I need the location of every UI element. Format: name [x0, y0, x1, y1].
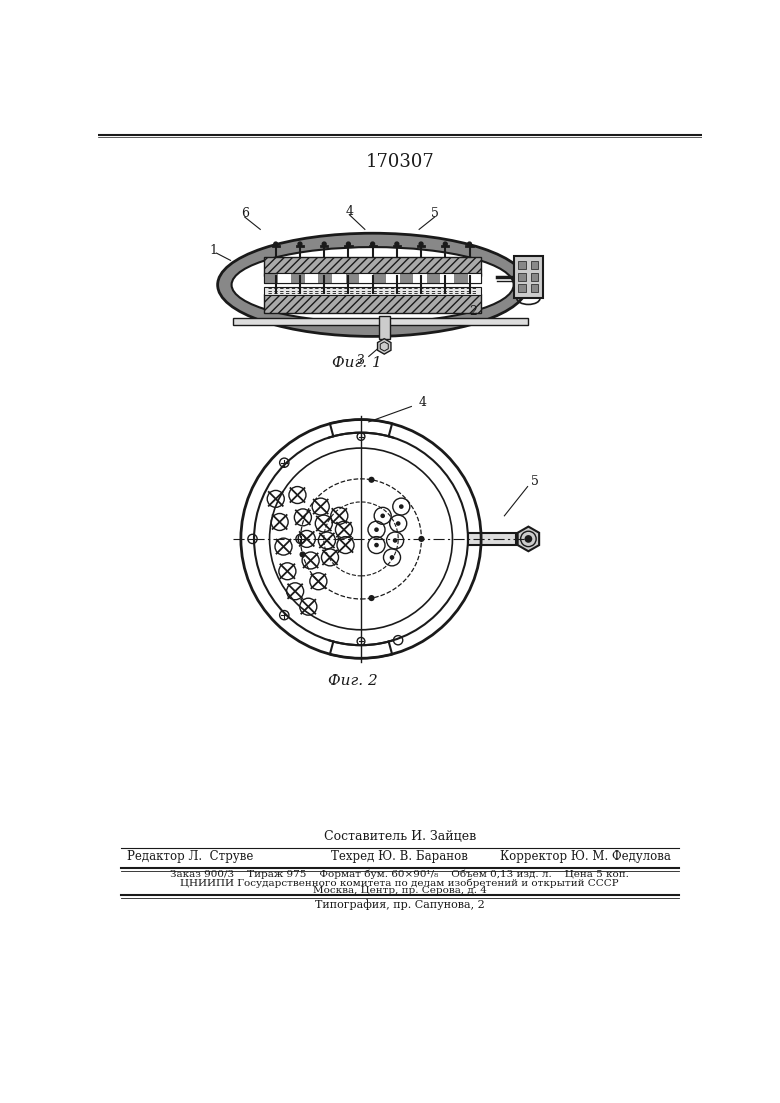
Ellipse shape — [218, 233, 527, 336]
Circle shape — [399, 504, 403, 508]
Circle shape — [368, 595, 374, 601]
Bar — [519, 261, 526, 269]
Circle shape — [374, 543, 379, 547]
Circle shape — [418, 536, 424, 542]
Bar — [373, 274, 386, 282]
Text: ЦНИИПИ Государственного комитета по делам изобретений и открытий СССР: ЦНИИПИ Государственного комитета по дела… — [180, 878, 619, 888]
Bar — [386, 274, 399, 282]
Bar — [413, 274, 427, 282]
Bar — [427, 274, 441, 282]
Text: 3: 3 — [357, 354, 365, 367]
Bar — [318, 274, 332, 282]
Circle shape — [298, 242, 302, 246]
Text: Фиг. 2: Фиг. 2 — [328, 674, 378, 688]
Text: Редактор Л.  Струве: Редактор Л. Струве — [127, 850, 254, 864]
Bar — [305, 274, 318, 282]
Bar — [346, 274, 359, 282]
Circle shape — [274, 242, 278, 246]
Bar — [291, 274, 305, 282]
Bar — [441, 274, 454, 282]
Bar — [454, 274, 467, 282]
Ellipse shape — [232, 247, 514, 322]
Text: 4: 4 — [346, 205, 353, 218]
Bar — [264, 287, 481, 295]
Bar — [264, 295, 481, 312]
Circle shape — [346, 242, 350, 246]
Bar — [359, 274, 373, 282]
Text: Типография, пр. Сапунова, 2: Типография, пр. Сапунова, 2 — [315, 899, 484, 910]
Bar — [467, 274, 481, 282]
Text: 2: 2 — [470, 306, 477, 319]
Text: 1: 1 — [210, 244, 218, 257]
Circle shape — [374, 527, 379, 532]
Polygon shape — [378, 339, 391, 354]
Circle shape — [524, 535, 532, 543]
Text: 6: 6 — [241, 207, 249, 221]
Bar — [264, 274, 481, 282]
Circle shape — [381, 514, 385, 518]
Circle shape — [395, 242, 399, 246]
Circle shape — [443, 242, 447, 246]
Bar — [530, 261, 538, 269]
Bar — [530, 285, 538, 292]
Text: Москва, Центр, пр. Серова, д. 4: Москва, Центр, пр. Серова, д. 4 — [313, 887, 487, 896]
Bar — [264, 274, 481, 282]
Bar — [278, 274, 291, 282]
Polygon shape — [518, 526, 539, 552]
Circle shape — [390, 555, 395, 559]
Bar — [530, 272, 538, 280]
Circle shape — [241, 419, 481, 658]
Bar — [264, 274, 278, 282]
Bar — [514, 256, 543, 298]
Bar — [379, 315, 390, 339]
Circle shape — [467, 242, 471, 246]
Text: Фиг. 1: Фиг. 1 — [332, 356, 382, 371]
Bar — [332, 274, 346, 282]
Bar — [399, 274, 413, 282]
Circle shape — [396, 522, 400, 526]
Circle shape — [370, 242, 374, 246]
Circle shape — [300, 552, 306, 557]
Text: 170307: 170307 — [365, 152, 434, 171]
Circle shape — [419, 242, 423, 246]
Text: 5: 5 — [431, 207, 438, 221]
Text: 5: 5 — [531, 474, 539, 488]
Circle shape — [393, 538, 398, 543]
Wedge shape — [361, 432, 468, 645]
Text: Техред Ю. В. Баранов: Техред Ю. В. Баранов — [332, 850, 468, 864]
Bar — [519, 285, 526, 292]
Text: Составитель И. Зайцев: Составитель И. Зайцев — [324, 831, 476, 844]
Text: 4: 4 — [419, 396, 427, 409]
Bar — [264, 257, 481, 276]
Bar — [519, 272, 526, 280]
Bar — [233, 318, 527, 325]
Wedge shape — [330, 539, 392, 658]
Circle shape — [322, 242, 326, 246]
Text: Корректор Ю. М. Федулова: Корректор Ю. М. Федулова — [500, 850, 671, 864]
Wedge shape — [330, 419, 392, 539]
Circle shape — [368, 476, 374, 483]
Text: Заказ 900/3    Тираж 975    Формат бум. 60×90¹/₈    Объем 0,13 изд. л.    Цена 5: Заказ 900/3 Тираж 975 Формат бум. 60×90¹… — [170, 870, 629, 879]
Bar — [468, 533, 516, 545]
